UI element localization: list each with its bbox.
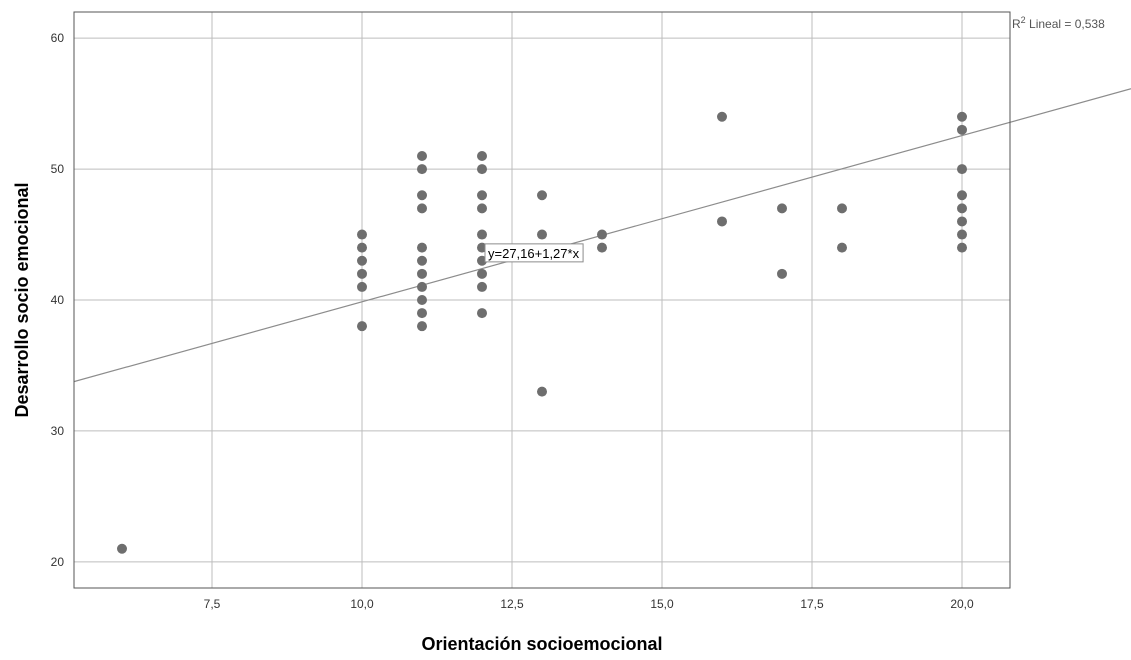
data-point	[597, 229, 607, 240]
data-point	[417, 281, 427, 292]
data-point	[957, 111, 967, 122]
data-point	[417, 308, 427, 319]
data-point	[477, 203, 487, 214]
x-tick-label: 20,0	[950, 597, 974, 611]
data-point	[777, 203, 787, 214]
x-tick-label: 10,0	[350, 597, 374, 611]
data-point	[957, 229, 967, 240]
data-point	[477, 308, 487, 319]
y-tick-label: 60	[51, 31, 65, 45]
data-point	[717, 111, 727, 122]
data-point	[357, 268, 367, 279]
data-point	[957, 216, 967, 227]
data-point	[777, 268, 787, 279]
y-tick-label: 20	[51, 555, 65, 569]
data-point	[537, 190, 547, 201]
data-points	[117, 111, 967, 554]
data-point	[837, 242, 847, 253]
y-tick-label: 50	[51, 162, 65, 176]
equation-label-box: y=27,16+1,27*x	[484, 243, 584, 263]
data-point	[477, 151, 487, 161]
data-point	[957, 190, 967, 201]
data-point	[477, 190, 487, 201]
data-point	[357, 281, 367, 292]
y-axis-title: Desarrollo socio emocional	[12, 182, 32, 417]
data-point	[477, 281, 487, 292]
grid-lines	[74, 12, 1010, 588]
r2-suffix: Lineal = 0,538	[1026, 17, 1105, 31]
y-tick-labels: 20 30 40 50 60	[51, 31, 65, 569]
data-point	[837, 203, 847, 214]
x-tick-label: 12,5	[500, 597, 524, 611]
data-point	[417, 151, 427, 161]
data-point	[477, 268, 487, 279]
x-tick-label: 15,0	[650, 597, 674, 611]
data-point	[477, 164, 487, 175]
data-point	[597, 242, 607, 253]
data-point	[417, 295, 427, 305]
data-point	[357, 321, 367, 332]
y-tick-label: 30	[51, 424, 65, 438]
data-point	[357, 229, 367, 240]
data-point	[957, 203, 967, 214]
y-tick-label: 40	[51, 293, 65, 307]
x-tick-label: 7,5	[204, 597, 221, 611]
data-point	[537, 386, 547, 397]
data-point	[957, 242, 967, 253]
data-point	[357, 242, 367, 253]
data-point	[417, 321, 427, 332]
data-point	[417, 242, 427, 253]
x-tick-label: 17,5	[800, 597, 824, 611]
r2-prefix: R	[1012, 17, 1021, 31]
data-point	[537, 229, 547, 240]
r-squared-label: R2 Lineal = 0,538	[1012, 15, 1105, 31]
x-tick-labels: 7,5 10,0 12,5 15,0 17,5 20,0	[204, 597, 974, 611]
data-point	[957, 164, 967, 175]
data-point	[357, 255, 367, 266]
x-axis-title: Orientación socioemocional	[421, 634, 662, 654]
equation-label: y=27,16+1,27*x	[488, 246, 580, 261]
data-point	[477, 229, 487, 240]
plot-frame	[73, 11, 1011, 589]
data-point	[717, 216, 727, 227]
data-point	[417, 164, 427, 175]
data-point	[417, 190, 427, 201]
data-point	[417, 268, 427, 279]
data-point	[417, 203, 427, 214]
data-point	[117, 543, 127, 554]
data-point	[957, 124, 967, 135]
r2-superscript: 2	[1021, 15, 1026, 25]
data-point	[417, 255, 427, 266]
